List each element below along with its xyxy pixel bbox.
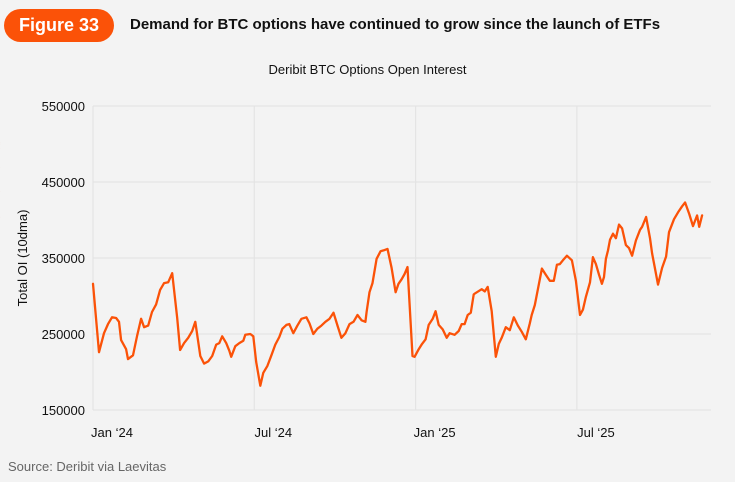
y-axis-ticks: 150000 250000 350000 450000 550000	[42, 99, 85, 418]
figure-badge: Figure 33	[4, 9, 114, 42]
x-tick-label: Jan ‘25	[414, 425, 456, 440]
y-tick-label: 150000	[42, 403, 85, 418]
series-group	[0, 142, 704, 387]
figure-headline: Demand for BTC options have continued to…	[130, 16, 661, 33]
y-axis-label: Total OI (10dma)	[15, 210, 30, 307]
x-axis-ticks: Jan ‘24 Jul ‘24 Jan ‘25 Jul ‘25	[91, 425, 615, 440]
y-tick-label: 250000	[42, 327, 85, 342]
source-note: Source: Deribit via Laevitas	[8, 459, 167, 474]
x-tick-label: Jul ‘24	[255, 425, 293, 440]
chart-title: Deribit BTC Options Open Interest	[268, 62, 467, 77]
series-line-total-oi	[91, 201, 704, 387]
y-tick-label: 350000	[42, 251, 85, 266]
x-tick-label: Jan ‘24	[91, 425, 133, 440]
gridlines	[92, 105, 711, 411]
x-tick-label: Jul ‘25	[577, 425, 615, 440]
y-tick-label: 450000	[42, 175, 85, 190]
y-tick-label: 550000	[42, 99, 85, 114]
data-points	[0, 142, 703, 386]
